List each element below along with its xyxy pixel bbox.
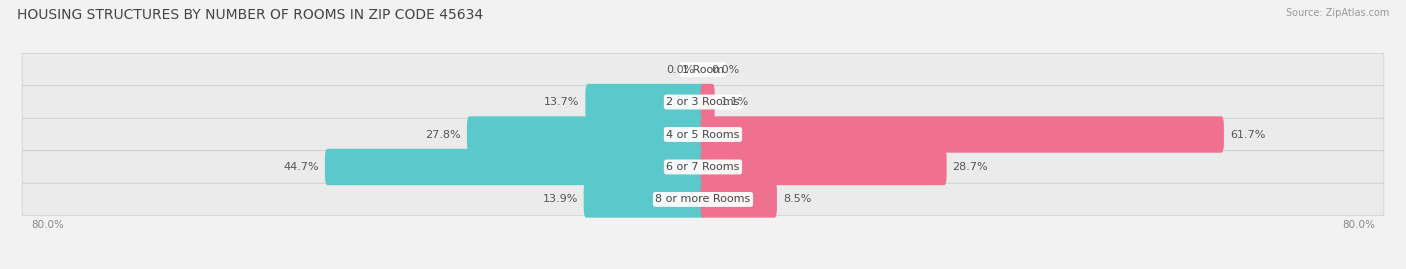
FancyBboxPatch shape — [22, 53, 1384, 86]
Legend: Owner-occupied, Renter-occupied: Owner-occupied, Renter-occupied — [581, 268, 825, 269]
Text: 27.8%: 27.8% — [426, 129, 461, 140]
Text: 13.7%: 13.7% — [544, 97, 579, 107]
Text: 61.7%: 61.7% — [1230, 129, 1265, 140]
FancyBboxPatch shape — [700, 84, 714, 120]
FancyBboxPatch shape — [700, 181, 778, 218]
FancyBboxPatch shape — [585, 84, 706, 120]
Text: 13.9%: 13.9% — [543, 194, 578, 204]
Text: 8.5%: 8.5% — [783, 194, 811, 204]
Text: 80.0%: 80.0% — [31, 220, 63, 230]
FancyBboxPatch shape — [325, 149, 706, 185]
Text: 44.7%: 44.7% — [284, 162, 319, 172]
FancyBboxPatch shape — [22, 183, 1384, 216]
FancyBboxPatch shape — [700, 149, 946, 185]
Text: 8 or more Rooms: 8 or more Rooms — [655, 194, 751, 204]
FancyBboxPatch shape — [700, 116, 1223, 153]
Text: HOUSING STRUCTURES BY NUMBER OF ROOMS IN ZIP CODE 45634: HOUSING STRUCTURES BY NUMBER OF ROOMS IN… — [17, 8, 484, 22]
Text: 0.0%: 0.0% — [711, 65, 740, 75]
Text: 4 or 5 Rooms: 4 or 5 Rooms — [666, 129, 740, 140]
FancyBboxPatch shape — [583, 181, 706, 218]
FancyBboxPatch shape — [22, 151, 1384, 183]
Text: 6 or 7 Rooms: 6 or 7 Rooms — [666, 162, 740, 172]
Text: 28.7%: 28.7% — [952, 162, 988, 172]
FancyBboxPatch shape — [22, 118, 1384, 151]
Text: 1 Room: 1 Room — [682, 65, 724, 75]
Text: 80.0%: 80.0% — [1343, 220, 1375, 230]
Text: 1.1%: 1.1% — [721, 97, 749, 107]
FancyBboxPatch shape — [467, 116, 706, 153]
Text: 0.0%: 0.0% — [666, 65, 695, 75]
Text: 2 or 3 Rooms: 2 or 3 Rooms — [666, 97, 740, 107]
FancyBboxPatch shape — [22, 86, 1384, 118]
Text: Source: ZipAtlas.com: Source: ZipAtlas.com — [1285, 8, 1389, 18]
